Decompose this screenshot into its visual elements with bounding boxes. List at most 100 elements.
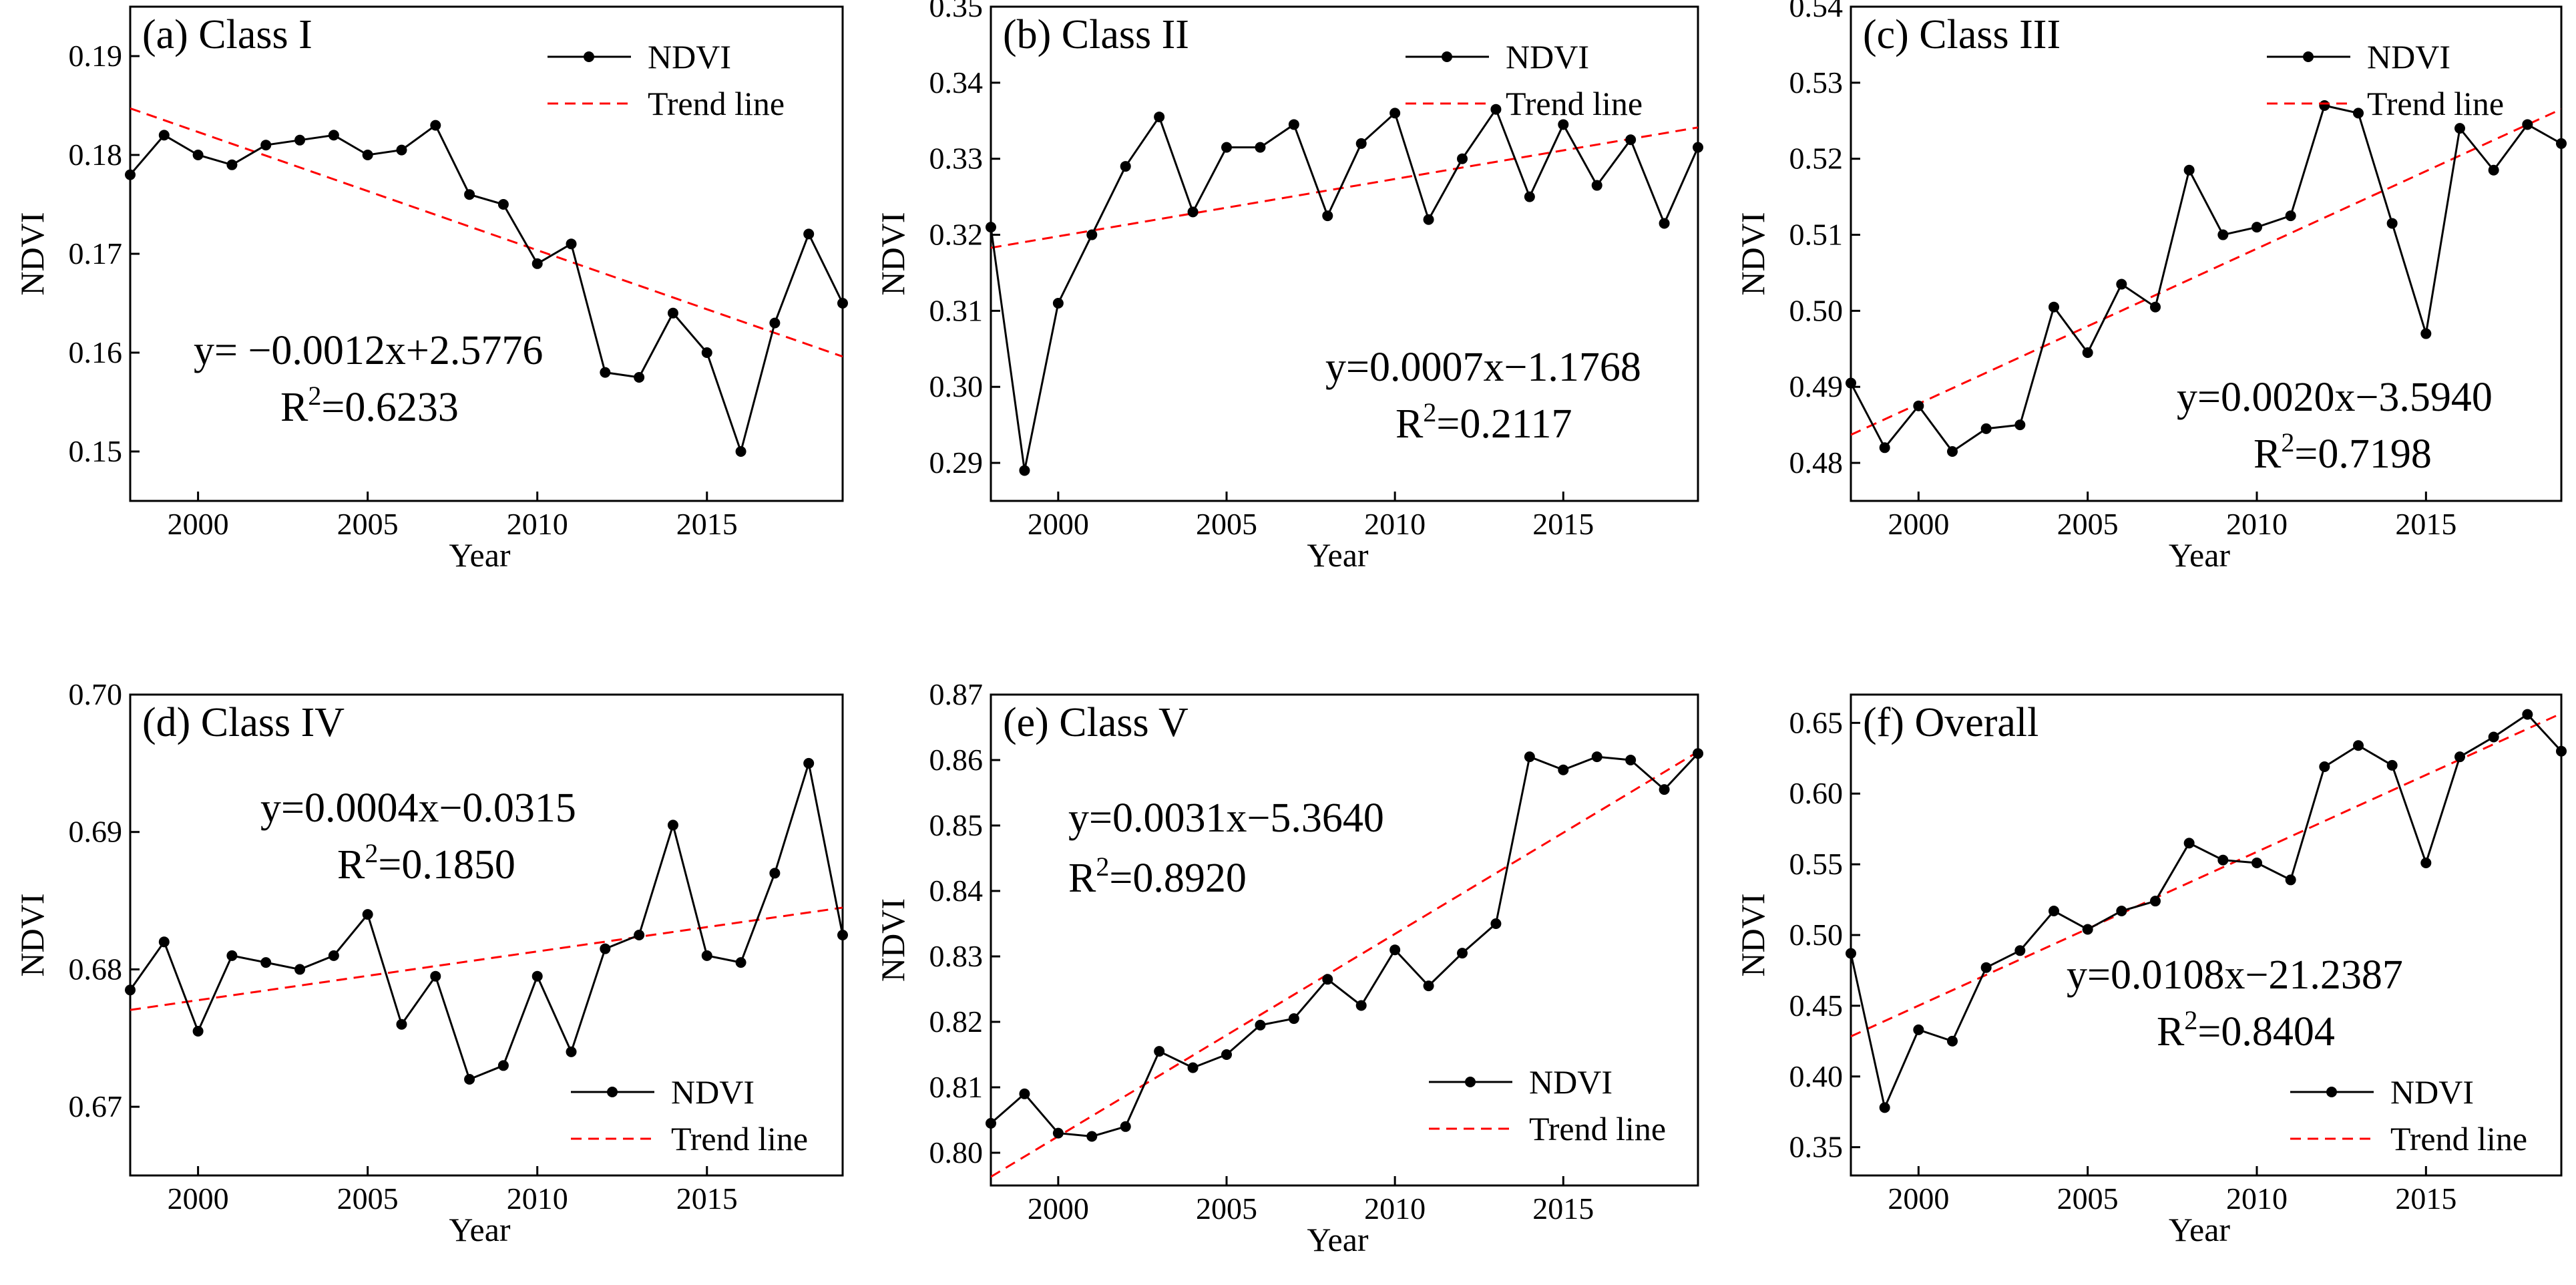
ndvi-point	[1846, 948, 1856, 959]
y-tick-label: 0.49	[1789, 369, 1844, 403]
x-tick-label: 2015	[676, 507, 738, 541]
legend: NDVI Trend line	[2290, 1073, 2527, 1157]
chart-panel-2: 2000 2005 2010 2015 0.29 0.30 0.31 0.32 0.33 0.34…	[874, 0, 1703, 574]
legend: NDVI Trend line	[571, 1073, 808, 1157]
x-tick-label: 2010	[2226, 507, 2288, 541]
ndvi-point	[2420, 328, 2432, 339]
y-tick-label: 0.82	[929, 1004, 984, 1039]
ndvi-point	[1980, 962, 1992, 973]
legend-trend-label: Trend line	[2390, 1120, 2527, 1157]
ndvi-point	[1154, 1046, 1165, 1057]
ndvi-point	[1255, 1019, 1266, 1031]
ndvi-point	[1288, 1013, 1299, 1025]
y-tick-label: 0.19	[69, 39, 123, 73]
r-squared-label: R2=0.6233	[280, 381, 459, 430]
ndvi-point	[1120, 161, 1131, 172]
plot-frame	[129, 5, 844, 502]
r-squared-label: R2=0.1850	[337, 838, 515, 888]
x-tick-label: 2010	[1364, 507, 1426, 541]
legend-ndvi-marker	[2326, 1087, 2337, 1097]
ndvi-point	[1490, 104, 1502, 115]
ndvi-point	[566, 238, 577, 250]
ndvi-point	[497, 199, 509, 210]
ndvi-point	[294, 134, 306, 146]
trend-line	[130, 906, 843, 1011]
r-squared-label: R2=0.2117	[1396, 397, 1572, 447]
ndvi-point	[1052, 1127, 1064, 1139]
y-tick-label: 0.83	[929, 939, 984, 973]
y-tick-label: 0.18	[69, 138, 123, 172]
r-squared-symbol: R	[1068, 856, 1096, 901]
ndvi-point	[2386, 218, 2398, 229]
x-tick-label: 2005	[1196, 507, 1257, 541]
ndvi-point	[226, 159, 238, 170]
trend-line	[991, 126, 1698, 249]
ndvi-point	[2285, 874, 2296, 886]
r-squared-superscript: 2	[2281, 427, 2294, 457]
r-squared-superscript: 2	[1096, 852, 1109, 882]
x-tick-label: 2010	[507, 507, 568, 541]
ndvi-point	[2319, 100, 2330, 111]
y-tick-label: 0.31	[929, 293, 984, 327]
trend-line	[1851, 712, 2561, 1038]
ndvi-point	[2251, 222, 2262, 233]
ndvi-point	[1693, 142, 1703, 153]
y-tick-label: 0.53	[1789, 65, 1844, 100]
plot-frame	[1850, 5, 2563, 502]
r-squared-symbol: R	[280, 385, 308, 430]
regression-equation: y= −0.0012x+2.5776	[194, 328, 543, 373]
ndvi-point	[1625, 755, 1637, 765]
ndvi-point	[1052, 298, 1064, 309]
x-tick-label: 2005	[1196, 1191, 1257, 1226]
r-squared-superscript: 2	[2184, 1005, 2197, 1035]
ndvi-point	[1457, 948, 1468, 959]
r-squared-value: =0.7198	[2294, 431, 2431, 477]
ndvi-point	[430, 120, 441, 131]
y-tick-label: 0.84	[929, 874, 984, 908]
ndvi-point	[2150, 896, 2161, 907]
ndvi-series-line	[1851, 713, 2561, 1111]
legend-ndvi-label: NDVI	[1529, 1063, 1613, 1101]
r-squared-value: =0.8920	[1109, 856, 1246, 901]
y-axis-label: NDVI	[1734, 212, 1771, 296]
ndvi-point	[2049, 301, 2059, 313]
legend-trend-label: Trend line	[2367, 85, 2504, 122]
x-tick-label: 2010	[507, 1181, 568, 1216]
ndvi-series-line	[130, 124, 843, 455]
y-tick-label: 0.32	[929, 218, 984, 252]
trend-line	[1851, 108, 2561, 436]
y-tick-label: 0.50	[1789, 918, 1844, 952]
ndvi-point	[2285, 210, 2296, 222]
r-squared-superscript: 2	[308, 381, 321, 411]
ndvi-point	[667, 307, 678, 319]
x-tick-label: 2000	[1888, 507, 1949, 541]
legend-trend-label: Trend line	[1506, 85, 1643, 122]
y-tick-label: 0.15	[69, 434, 123, 468]
ndvi-point	[2522, 119, 2533, 130]
x-tick-label: 2005	[337, 1181, 399, 1216]
x-axis-label: Year	[1307, 1221, 1368, 1258]
x-axis-label: Year	[2169, 1211, 2230, 1248]
ndvi-point	[735, 446, 746, 457]
ndvi-point	[1490, 918, 1502, 929]
ndvi-series-line	[1851, 104, 2561, 453]
ndvi-point	[1288, 119, 1299, 130]
legend-ndvi-marker	[607, 1087, 618, 1097]
ndvi-point	[1879, 442, 1890, 453]
ndvi-point	[1086, 1131, 1098, 1142]
ndvi-point	[2082, 347, 2093, 358]
x-axis-label: Year	[449, 536, 510, 574]
y-tick-label: 0.87	[929, 677, 984, 711]
y-tick-label: 0.35	[1789, 1130, 1844, 1164]
x-tick-label: 2010	[1364, 1191, 1426, 1226]
x-tick-label: 2015	[1532, 507, 1594, 541]
ndvi-point	[2353, 108, 2364, 119]
y-axis-label: NDVI	[1734, 894, 1771, 977]
ndvi-point	[803, 228, 815, 240]
ndvi-point	[2386, 759, 2398, 771]
ndvi-point	[769, 868, 781, 879]
plot-frame	[990, 693, 1699, 1187]
ndvi-point	[2556, 745, 2567, 757]
ndvi-point	[226, 950, 238, 961]
y-tick-label: 0.17	[69, 236, 123, 270]
